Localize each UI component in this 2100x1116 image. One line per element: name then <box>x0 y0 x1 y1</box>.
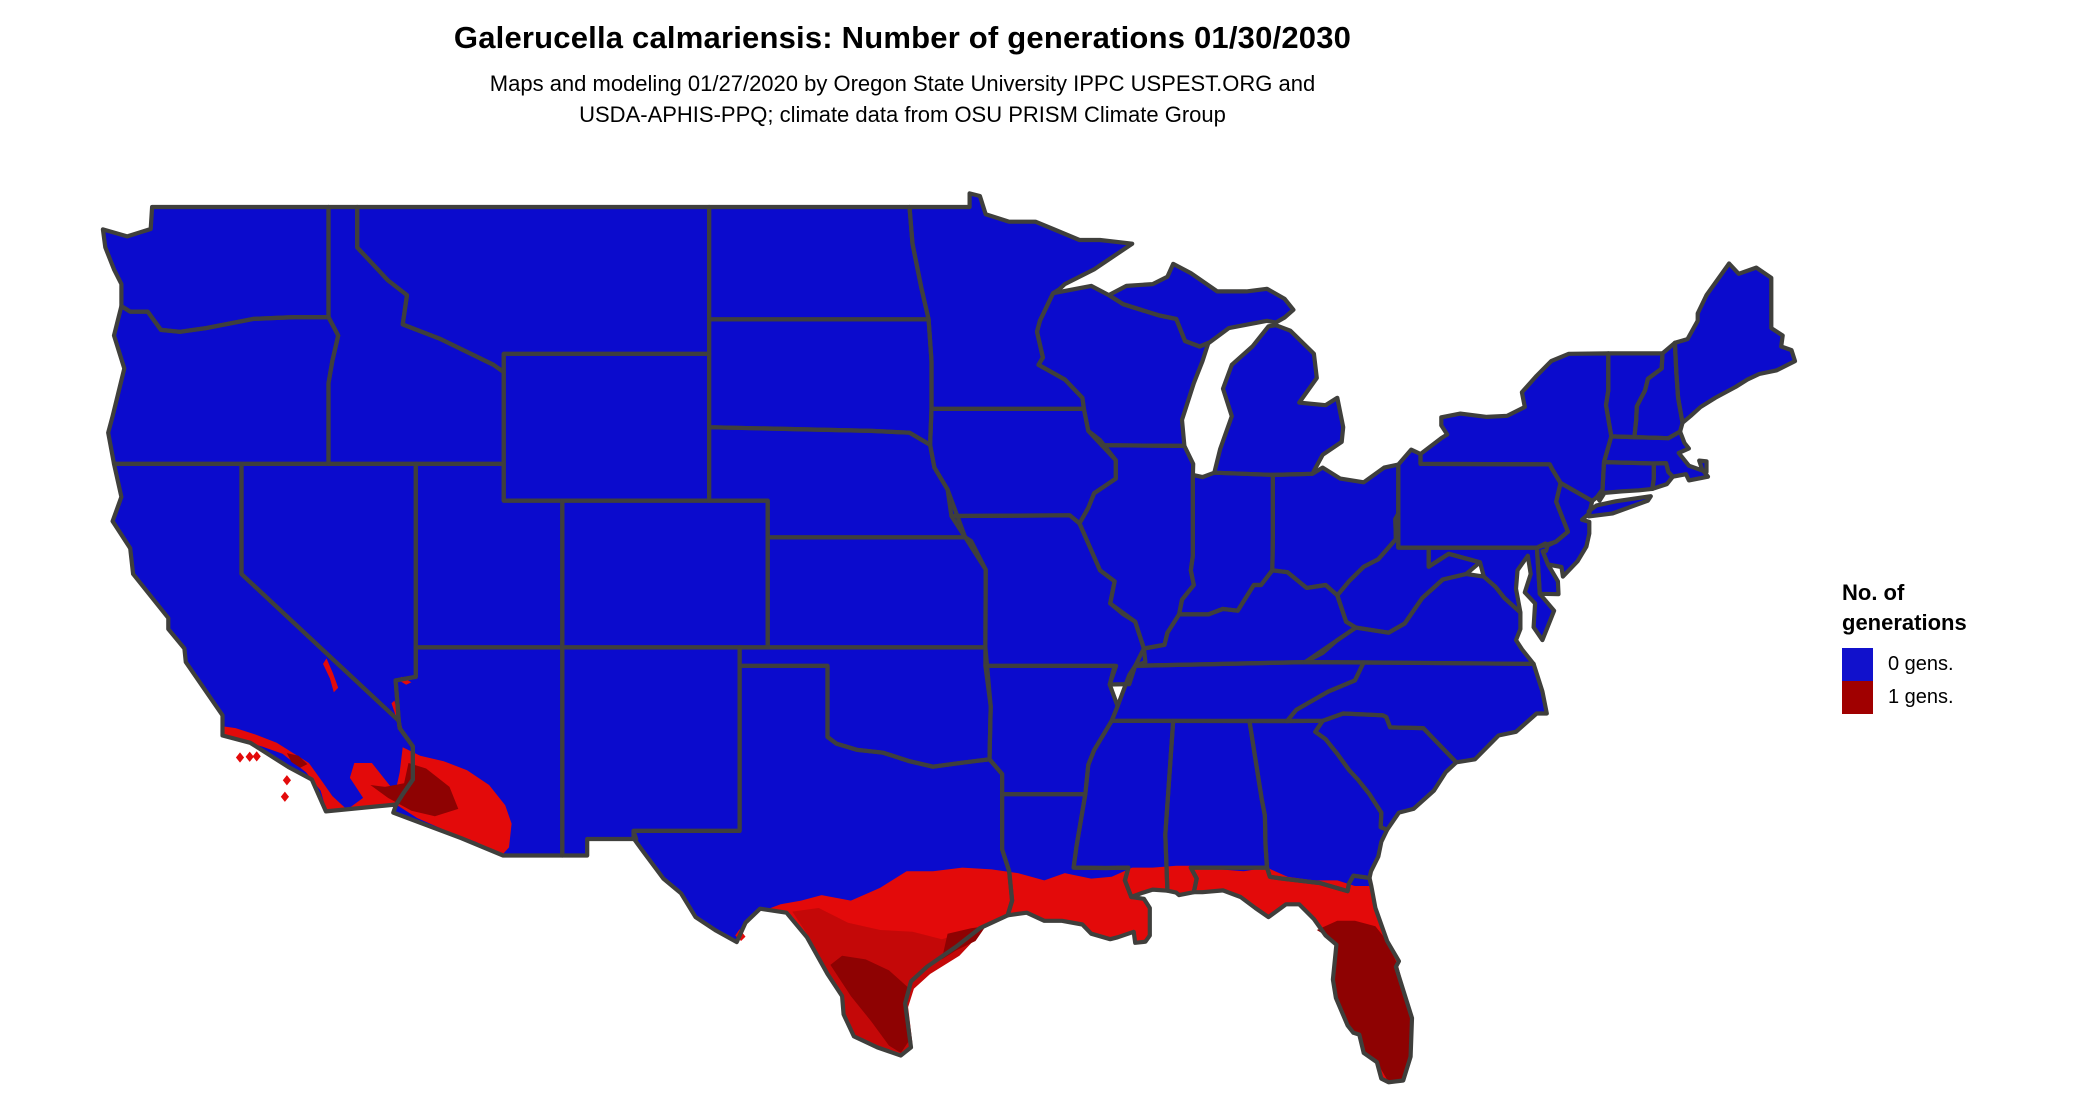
legend-item-0-gens: 0 gens. <box>1842 648 2092 681</box>
state-fill-de <box>1536 543 1559 595</box>
legend-label-1-gens: 1 gens. <box>1888 686 1954 708</box>
state-fill-or <box>108 306 339 464</box>
legend-item-1-gens: 1 gens. <box>1842 681 2092 714</box>
state-fill-wv <box>1337 513 1480 633</box>
state-fill-ca <box>112 463 413 812</box>
state-fill-ks <box>767 537 986 648</box>
legend-swatch-0-gens <box>1842 648 1873 681</box>
state-fill-in <box>1179 472 1273 615</box>
state-fill-il <box>1079 445 1194 649</box>
state-border-az <box>391 645 565 858</box>
state-fill-va <box>1305 574 1534 664</box>
one-generation-region-2 <box>830 955 910 1053</box>
page-subtitle: Maps and modeling 01/27/2020 by Oregon S… <box>0 68 1805 130</box>
state-fill-wa <box>102 207 329 332</box>
state-fill-sd <box>709 319 932 445</box>
one-generation-region-0 <box>766 865 1412 1083</box>
state-fill-milp <box>1214 325 1344 475</box>
state-fill-al <box>1165 720 1267 896</box>
state-fill-nm <box>562 647 740 856</box>
state-fill-me <box>1674 263 1795 423</box>
state-border-nc <box>1284 660 1549 765</box>
one-generation-region-5 <box>222 726 347 812</box>
one-generation-region-8 <box>370 763 459 817</box>
state-fill-ny <box>1420 353 1651 517</box>
state-fill-nd <box>709 207 929 320</box>
island-speck-2 <box>252 751 261 762</box>
state-fill-ne <box>709 427 966 538</box>
state-fill-ma <box>1604 431 1708 481</box>
state-fill-mn <box>909 193 1133 409</box>
state-border-me <box>1672 261 1798 425</box>
state-fill-nc <box>1286 662 1547 763</box>
state-fill-wy <box>503 353 710 501</box>
subtitle-line-1: Maps and modeling 01/27/2020 by Oregon S… <box>489 71 1316 96</box>
state-fill-wi <box>1037 285 1209 446</box>
page-title: Galerucella calmariensis: Number of gene… <box>453 20 1352 55</box>
state-fill-oh <box>1272 464 1399 596</box>
legend: No. of generations 0 gens. 1 gens. <box>1842 578 2092 714</box>
state-fill-vt <box>1606 353 1663 438</box>
island-speck-4 <box>280 791 289 802</box>
state-fill-nh <box>1634 342 1683 439</box>
state-fill-ky <box>1135 570 1356 666</box>
state-fill-ut <box>415 463 563 648</box>
state-border-tx <box>631 663 1015 1058</box>
state-border-fl <box>1188 865 1415 1085</box>
state-border-nj <box>1540 480 1595 579</box>
state-fill-mt <box>357 207 710 373</box>
state-fill-co <box>562 500 768 648</box>
island-speck-1 <box>245 751 254 762</box>
state-fill-pa <box>1398 449 1568 548</box>
state-border-milp <box>1212 323 1346 477</box>
one-generation-region-6 <box>286 753 308 768</box>
state-fill-nv <box>241 463 416 721</box>
state-fill-ga <box>1249 720 1388 892</box>
state-border-md <box>1426 545 1557 643</box>
state-fill-ok <box>739 647 991 767</box>
state-border-miup <box>1106 261 1296 349</box>
legend-title: No. of generations <box>1842 580 1967 635</box>
state-fill-id <box>328 207 504 464</box>
state-fill-ia <box>930 408 1116 524</box>
legend-label-0-gens: 0 gens. <box>1888 653 1954 675</box>
state-fill-ar <box>985 665 1118 795</box>
legend-items: 0 gens. 1 gens. <box>1842 648 2092 714</box>
state-border-ny <box>1418 351 1653 519</box>
subtitle-line-2: USDA-APHIS-PPQ; climate data from OSU PR… <box>579 102 1226 127</box>
state-fill-ms <box>1073 720 1174 897</box>
island-speck-3 <box>282 775 291 786</box>
map-header: Galerucella calmariensis: Number of gene… <box>0 20 1805 130</box>
legend-swatch-1-gens <box>1842 681 1873 714</box>
state-fill-mo <box>951 515 1146 685</box>
one-generation-region-4 <box>1316 920 1412 1083</box>
one-generation-region-9 <box>323 658 339 693</box>
island-speck-0 <box>235 752 245 763</box>
